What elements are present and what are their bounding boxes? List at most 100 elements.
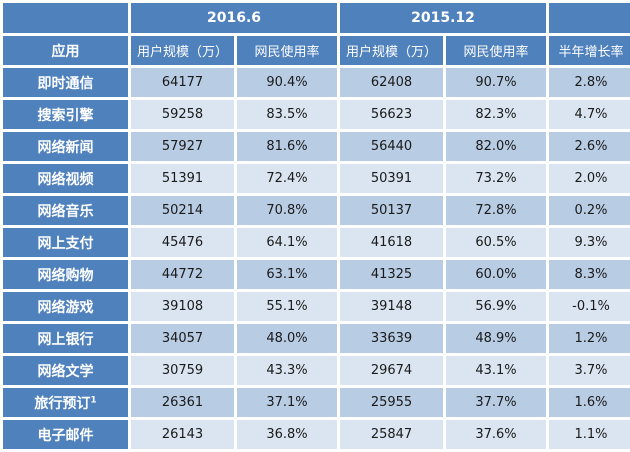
app-name-text: 网络文学 <box>37 363 94 380</box>
cell-rate-2016: 64.1% <box>237 228 337 257</box>
cell-users-2016: 39108 <box>131 292 234 321</box>
cell-rate-2016: 70.8% <box>237 196 337 225</box>
table-row: 网络游戏 39108 55.1% 39148 56.9% -0.1% <box>3 292 630 321</box>
row-app-name: 旅行预订1 <box>3 388 128 417</box>
cell-users-2015: 50137 <box>340 196 443 225</box>
cell-rate-2016: 36.8% <box>237 420 337 449</box>
column-header-users-2015: 用户规模（万） <box>340 36 443 65</box>
cell-users-2016: 26143 <box>131 420 234 449</box>
cell-users-2016: 44772 <box>131 260 234 289</box>
row-app-name: 网络视频 <box>3 164 128 193</box>
row-app-name: 网上银行 <box>3 324 128 353</box>
row-app-name: 搜索引擎 <box>3 100 128 129</box>
cell-growth: 2.6% <box>549 132 630 161</box>
cell-rate-2016: 83.5% <box>237 100 337 129</box>
cell-growth: 0.2% <box>549 196 630 225</box>
app-name-text: 旅行预订 <box>34 395 91 412</box>
cell-users-2015: 39148 <box>340 292 443 321</box>
table-body: 即时通信 64177 90.4% 62408 90.7% 2.8% 搜索引擎 59258 83.… <box>3 68 630 449</box>
cell-users-2015: 41618 <box>340 228 443 257</box>
cell-users-2015: 62408 <box>340 68 443 97</box>
growth-corner-cell <box>549 3 630 33</box>
cell-users-2016: 51391 <box>131 164 234 193</box>
column-header-growth: 半年增长率 <box>549 36 630 65</box>
table-row: 网络新闻 57927 81.6% 56440 82.0% 2.6% <box>3 132 630 161</box>
cell-growth: 1.1% <box>549 420 630 449</box>
cell-users-2015: 50391 <box>340 164 443 193</box>
table-row: 搜索引擎 59258 83.5% 56623 82.3% 4.7% <box>3 100 630 129</box>
cell-rate-2016: 72.4% <box>237 164 337 193</box>
table-row: 即时通信 64177 90.4% 62408 90.7% 2.8% <box>3 68 630 97</box>
app-name-text: 即时通信 <box>37 75 94 92</box>
column-header-users-2016: 用户规模（万） <box>131 36 234 65</box>
cell-rate-2015: 73.2% <box>446 164 547 193</box>
cell-rate-2015: 72.8% <box>446 196 547 225</box>
cell-rate-2016: 48.0% <box>237 324 337 353</box>
table-row: 网络文学 30759 43.3% 29674 43.1% 3.7% <box>3 356 630 385</box>
app-name-text: 网络新闻 <box>37 139 94 156</box>
cell-growth: 8.3% <box>549 260 630 289</box>
cell-rate-2016: 63.1% <box>237 260 337 289</box>
cell-growth: 4.7% <box>549 100 630 129</box>
cell-rate-2016: 81.6% <box>237 132 337 161</box>
cell-growth: 2.8% <box>549 68 630 97</box>
cell-rate-2015: 82.0% <box>446 132 547 161</box>
table-row: 网络购物 44772 63.1% 41325 60.0% 8.3% <box>3 260 630 289</box>
cell-rate-2015: 60.0% <box>446 260 547 289</box>
table-row: 网上支付 45476 64.1% 41618 60.5% 9.3% <box>3 228 630 257</box>
cell-growth: -0.1% <box>549 292 630 321</box>
cell-rate-2016: 43.3% <box>237 356 337 385</box>
cell-growth: 2.0% <box>549 164 630 193</box>
row-app-name: 网上支付 <box>3 228 128 257</box>
cell-rate-2016: 55.1% <box>237 292 337 321</box>
table-row: 网络视频 51391 72.4% 50391 73.2% 2.0% <box>3 164 630 193</box>
table-row: 网上银行 34057 48.0% 33639 48.9% 1.2% <box>3 324 630 353</box>
cell-users-2015: 25955 <box>340 388 443 417</box>
app-name-text: 电子邮件 <box>37 427 94 444</box>
cell-users-2016: 26361 <box>131 388 234 417</box>
period-header-2015-12: 2015.12 <box>340 3 547 33</box>
row-app-name: 网络音乐 <box>3 196 128 225</box>
cell-users-2015: 29674 <box>340 356 443 385</box>
cell-users-2016: 34057 <box>131 324 234 353</box>
corner-cell <box>3 3 128 33</box>
row-app-name: 网络游戏 <box>3 292 128 321</box>
row-app-name: 即时通信 <box>3 68 128 97</box>
cell-growth: 9.3% <box>549 228 630 257</box>
cell-rate-2016: 37.1% <box>237 388 337 417</box>
cell-users-2015: 25847 <box>340 420 443 449</box>
app-name-text: 网络购物 <box>37 267 94 284</box>
cell-rate-2015: 37.7% <box>446 388 547 417</box>
cell-rate-2015: 82.3% <box>446 100 547 129</box>
row-app-name: 网络新闻 <box>3 132 128 161</box>
cell-rate-2015: 43.1% <box>446 356 547 385</box>
cell-growth: 1.6% <box>549 388 630 417</box>
cell-users-2016: 45476 <box>131 228 234 257</box>
cell-rate-2015: 48.9% <box>446 324 547 353</box>
footnote-marker: 1 <box>90 394 97 405</box>
cell-users-2015: 56623 <box>340 100 443 129</box>
cell-rate-2015: 60.5% <box>446 228 547 257</box>
app-name-text: 网上支付 <box>37 235 94 252</box>
cell-users-2016: 30759 <box>131 356 234 385</box>
row-app-name: 网络文学 <box>3 356 128 385</box>
column-header-rate-2015: 网民使用率 <box>446 36 547 65</box>
cell-users-2015: 33639 <box>340 324 443 353</box>
column-header-rate-2016: 网民使用率 <box>237 36 337 65</box>
cell-users-2016: 50214 <box>131 196 234 225</box>
table-row: 旅行预订1 26361 37.1% 25955 37.7% 1.6% <box>3 388 630 417</box>
cell-rate-2016: 90.4% <box>237 68 337 97</box>
app-name-text: 网络游戏 <box>37 299 94 316</box>
cell-rate-2015: 37.6% <box>446 420 547 449</box>
cell-users-2016: 64177 <box>131 68 234 97</box>
app-name-text: 网络音乐 <box>37 203 94 220</box>
table-row: 网络音乐 50214 70.8% 50137 72.8% 0.2% <box>3 196 630 225</box>
cell-users-2015: 56440 <box>340 132 443 161</box>
period-header-2016-6: 2016.6 <box>131 3 337 33</box>
column-header-app: 应用 <box>3 36 128 65</box>
cell-growth: 3.7% <box>549 356 630 385</box>
cell-rate-2015: 56.9% <box>446 292 547 321</box>
cell-users-2015: 41325 <box>340 260 443 289</box>
cell-rate-2015: 90.7% <box>446 68 547 97</box>
